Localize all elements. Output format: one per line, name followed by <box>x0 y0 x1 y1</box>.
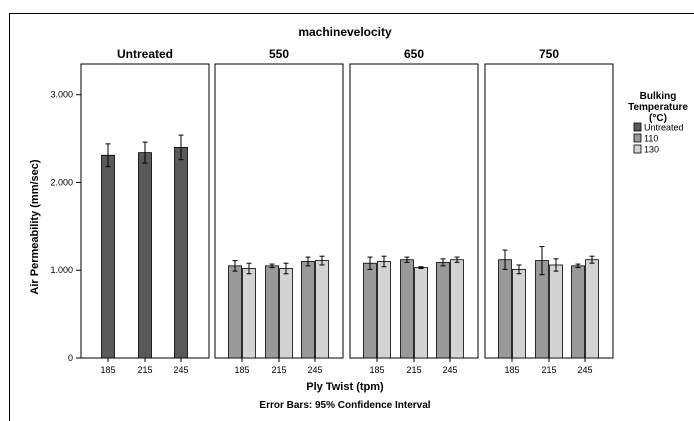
x-tick-label: 185 <box>100 365 115 375</box>
y-axis: 0 1.000 2.000 3.000 <box>50 90 81 363</box>
x-tick-label: 215 <box>137 365 152 375</box>
legend-swatch <box>633 133 642 143</box>
panel-750: 750 185 215 245 <box>484 47 614 375</box>
legend-entry-label: 130 <box>644 145 659 155</box>
panel-label: Untreated <box>117 47 173 61</box>
bar <box>512 268 526 359</box>
x-tick-label: 245 <box>442 365 457 375</box>
bar <box>450 259 464 359</box>
panel-label: 650 <box>404 47 424 61</box>
bar <box>138 152 152 359</box>
y-tick-label: 3.000 <box>50 90 73 100</box>
bar <box>315 260 329 359</box>
legend-entry-label: Untreated <box>644 123 684 133</box>
bar <box>174 146 188 359</box>
bar <box>414 267 428 359</box>
panels: Untreated 185 215 245 550 185 215 245 650 185 215 2… <box>80 47 614 375</box>
bar <box>363 262 377 359</box>
y-axis-label: Air Permeability (mm/sec) <box>29 159 41 294</box>
x-axis-label: Ply Twist (tpm) <box>306 381 384 393</box>
x-tick-label: 215 <box>271 365 286 375</box>
chart-title: machinevelocity <box>298 25 392 39</box>
legend-title-line-1: Bulking <box>640 91 677 102</box>
legend-title-line-3: (°C) <box>649 113 667 124</box>
bar <box>400 259 414 359</box>
bar <box>279 268 293 359</box>
x-tick-label: 185 <box>369 365 384 375</box>
bar <box>571 265 585 359</box>
y-tick-label: 2.000 <box>50 177 73 187</box>
error-bars-note: Error Bars: 95% Confidence Interval <box>259 400 430 411</box>
y-tick-label: 1.000 <box>50 265 73 275</box>
x-tick-label: 215 <box>406 365 421 375</box>
panel-label: 550 <box>269 47 289 61</box>
x-tick-label: 215 <box>541 365 556 375</box>
legend-swatch <box>633 144 642 154</box>
legend-swatch <box>633 122 642 132</box>
x-tick-label: 245 <box>577 365 592 375</box>
bar <box>265 265 279 359</box>
bar <box>585 259 599 359</box>
legend-title-line-2: Temperature <box>628 102 688 113</box>
chart-frame <box>9 13 694 421</box>
bar <box>549 264 563 359</box>
panel-untreated: Untreated 185 215 245 <box>80 47 210 375</box>
bar <box>436 261 450 359</box>
x-tick-label: 245 <box>307 365 322 375</box>
bar <box>228 265 242 359</box>
bar <box>301 261 315 359</box>
bar <box>377 261 391 359</box>
panel-550: 550 185 215 245 <box>214 47 344 375</box>
x-tick-label: 245 <box>173 365 188 375</box>
bar <box>535 260 549 359</box>
bar <box>101 154 115 359</box>
bar <box>242 268 256 359</box>
bar <box>498 259 512 359</box>
x-tick-label: 185 <box>504 365 519 375</box>
x-tick-label: 185 <box>234 365 249 375</box>
legend-entry-label: 110 <box>644 134 658 144</box>
panel-650: 650 185 215 245 <box>349 47 479 375</box>
y-tick-label: 0 <box>68 353 73 363</box>
panel-label: 750 <box>539 47 559 61</box>
